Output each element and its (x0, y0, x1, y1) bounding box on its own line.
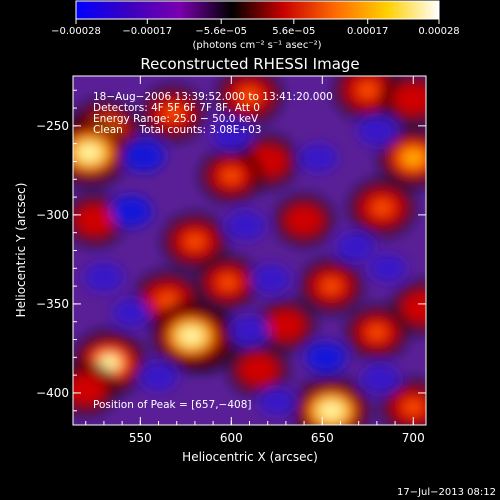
heatmap-feature-peak (413, 300, 426, 315)
heatmap-feature (335, 232, 375, 262)
heatmap-feature-peak (77, 143, 102, 162)
heatmap-features (73, 76, 426, 425)
colorbar: −0.00028 −0.00017 −5.6e−05 5.6e−05 0.00017 0.… (51, 0, 460, 51)
x-tick-label: 650 (311, 431, 334, 445)
heatmap-feature (230, 316, 269, 346)
y-axis: −400 −350 −300 −250 (36, 89, 426, 412)
y-tick-label: −250 (36, 119, 69, 133)
heatmap-feature (139, 362, 178, 392)
heatmap-feature (112, 298, 151, 327)
heatmap-feature-peak (163, 106, 183, 121)
heatmap-feature (211, 119, 252, 150)
heatmap-feature-peak (277, 318, 295, 332)
heatmap-feature (299, 143, 338, 173)
colorbar-tick-label: −0.00028 (51, 26, 101, 37)
heatmap-feature (305, 342, 347, 373)
annotation-line-counts: Clean Total counts: 3.08E+03 (93, 124, 262, 136)
heatmap-feature-peak (295, 213, 313, 227)
colorbar-ticks: −0.00028 −0.00017 −5.6e−05 5.6e−05 0.00017 0.… (51, 19, 460, 37)
x-tick-label: 700 (402, 431, 425, 445)
colorbar-tick-label: 0.00028 (418, 26, 459, 37)
peak-position-label: Position of Peak = [657,−408] (93, 399, 252, 411)
heatmap-feature (361, 364, 400, 394)
heatmap-feature (368, 254, 407, 283)
x-axis: 550 600 650 700 (85, 76, 425, 445)
annotation-block: 18−Aug−2006 13:39:52.000 to 13:41:20.000… (93, 91, 333, 136)
x-axis-label: Heliocentric X (arcsec) (182, 450, 318, 464)
heatmap-feature-peak (86, 213, 104, 227)
footer-timestamp: 17−Jul−2013 08:12 (397, 487, 496, 498)
heatmap-feature (357, 116, 397, 146)
colorbar-strip (75, 0, 440, 20)
colorbar-tick-label: 5.6e−05 (272, 26, 315, 37)
heatmap-feature-peak (357, 82, 378, 98)
heatmap-feature-peak (222, 168, 241, 183)
heatmap-feature (258, 388, 295, 416)
colorbar-units: (photons cm⁻² s⁻¹ asec⁻²) (192, 40, 321, 51)
colorbar-tick-label: −0.00017 (122, 26, 172, 37)
chart-title: Reconstructed RHESSI Image (140, 55, 359, 73)
annotation-line-detectors: Detectors: 4F 5F 6F 7F 8F, Att 0 (93, 102, 260, 114)
heatmap-feature-peak (322, 279, 341, 294)
heatmap-feature-peak (218, 275, 237, 290)
x-tick-label: 600 (220, 431, 243, 445)
y-tick-label: −300 (36, 208, 69, 222)
colorbar-tick-label: 0.00017 (347, 26, 388, 37)
heatmap-feature-peak (239, 88, 260, 103)
heatmap-feature (110, 195, 153, 227)
heatmap-feature-peak (185, 234, 205, 249)
heatmap-feature-peak (402, 150, 424, 166)
y-axis-label: Heliocentric Y (arcsec) (14, 183, 28, 318)
heatmap-feature-peak (403, 400, 423, 415)
heatmap-feature-peak (367, 325, 386, 340)
heatmap-feature (251, 264, 291, 294)
heatmap-feature (123, 140, 165, 172)
heatmap-feature-peak (249, 363, 268, 377)
heatmap-feature (225, 210, 266, 241)
heatmap-feature-peak (404, 92, 423, 106)
colorbar-tick-label: −5.6e−05 (195, 26, 247, 37)
annotation-line-time: 18−Aug−2006 13:39:52.000 to 13:41:20.000 (93, 91, 333, 103)
heatmap-feature (83, 262, 124, 293)
heatmap-feature-peak (319, 401, 344, 420)
heatmap-feature-peak (179, 326, 204, 345)
x-tick-label: 550 (129, 431, 152, 445)
heatmap-feature-peak (372, 200, 393, 216)
heatmap-feature-peak (258, 154, 277, 169)
annotation-line-energy: Energy Range: 25.0 − 50.0 keV (93, 113, 259, 125)
y-tick-label: −400 (36, 386, 69, 400)
heatmap-feature-peak (76, 382, 95, 396)
plot-area (73, 76, 426, 425)
heatmap-feature-peak (157, 292, 178, 308)
y-tick-label: −350 (36, 297, 69, 311)
